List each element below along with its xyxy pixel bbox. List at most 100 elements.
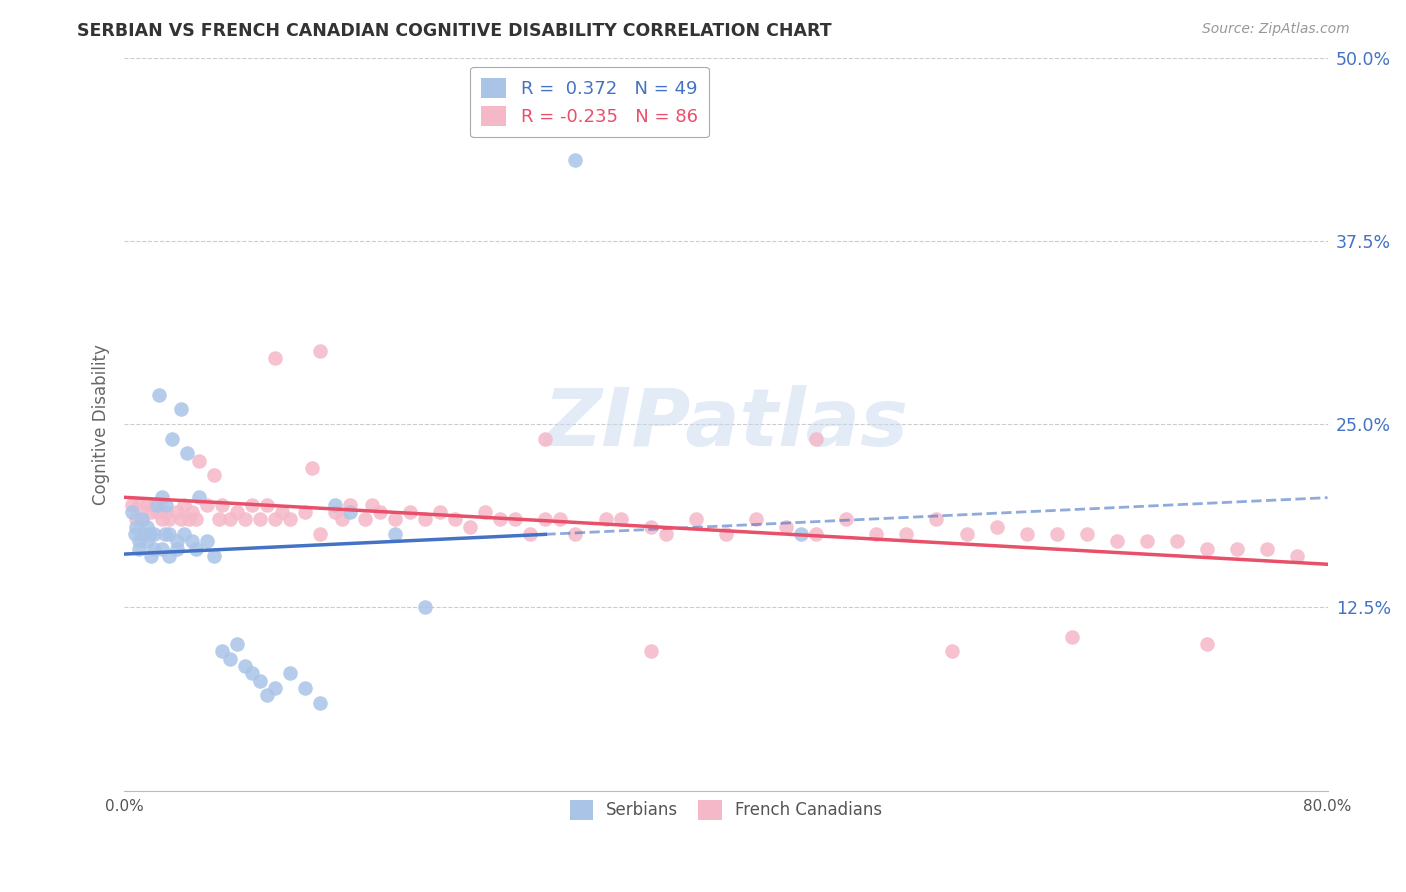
Point <box>308 696 330 710</box>
Point <box>135 498 157 512</box>
Point <box>150 512 173 526</box>
Point <box>339 498 361 512</box>
Point <box>804 432 827 446</box>
Point <box>135 520 157 534</box>
Point <box>166 505 188 519</box>
Point <box>323 498 346 512</box>
Point <box>503 512 526 526</box>
Point <box>124 527 146 541</box>
Point <box>301 461 323 475</box>
Point <box>195 498 218 512</box>
Point <box>1226 541 1249 556</box>
Text: SERBIAN VS FRENCH CANADIAN COGNITIVE DISABILITY CORRELATION CHART: SERBIAN VS FRENCH CANADIAN COGNITIVE DIS… <box>77 22 832 40</box>
Point <box>595 512 617 526</box>
Point <box>1060 630 1083 644</box>
Point <box>121 505 143 519</box>
Point <box>150 491 173 505</box>
Point <box>550 512 572 526</box>
Point <box>790 527 813 541</box>
Point <box>125 520 148 534</box>
Point <box>176 446 198 460</box>
Point <box>384 512 406 526</box>
Point <box>208 512 231 526</box>
Point <box>153 527 176 541</box>
Point <box>141 549 163 563</box>
Point <box>263 681 285 695</box>
Point <box>1105 534 1128 549</box>
Point <box>368 505 391 519</box>
Point <box>896 527 918 541</box>
Point <box>925 512 948 526</box>
Point <box>474 505 496 519</box>
Point <box>384 527 406 541</box>
Point <box>278 666 301 681</box>
Point <box>139 527 162 541</box>
Point <box>1136 534 1159 549</box>
Point <box>1197 637 1219 651</box>
Point <box>148 388 170 402</box>
Point <box>458 520 481 534</box>
Point <box>143 498 166 512</box>
Point <box>146 498 169 512</box>
Point <box>519 527 541 541</box>
Point <box>354 512 377 526</box>
Point <box>361 498 384 512</box>
Point <box>131 512 153 526</box>
Point <box>256 498 278 512</box>
Point <box>180 534 202 549</box>
Point <box>534 432 557 446</box>
Point <box>157 512 180 526</box>
Point <box>162 432 184 446</box>
Point <box>640 644 662 658</box>
Point <box>263 351 285 366</box>
Point <box>271 505 294 519</box>
Point <box>211 644 233 658</box>
Point <box>180 505 202 519</box>
Point <box>143 527 166 541</box>
Legend: Serbians, French Canadians: Serbians, French Canadians <box>562 794 889 826</box>
Point <box>685 512 707 526</box>
Point <box>804 527 827 541</box>
Point <box>308 343 330 358</box>
Point <box>218 512 240 526</box>
Point <box>173 498 195 512</box>
Point <box>330 512 353 526</box>
Point <box>146 505 169 519</box>
Point <box>128 534 150 549</box>
Point <box>173 527 195 541</box>
Point <box>399 505 422 519</box>
Point <box>941 644 963 658</box>
Point <box>240 666 263 681</box>
Point <box>775 520 797 534</box>
Point <box>339 505 361 519</box>
Point <box>226 505 249 519</box>
Point <box>195 534 218 549</box>
Point <box>143 541 166 556</box>
Point <box>640 520 662 534</box>
Point <box>157 527 180 541</box>
Point <box>294 681 316 695</box>
Point <box>413 600 436 615</box>
Point <box>150 541 173 556</box>
Point <box>256 689 278 703</box>
Point <box>534 512 557 526</box>
Point <box>564 153 586 168</box>
Point <box>211 498 233 512</box>
Point <box>121 498 143 512</box>
Point <box>177 512 200 526</box>
Point <box>188 491 211 505</box>
Point <box>166 541 188 556</box>
Point <box>186 512 208 526</box>
Point <box>955 527 977 541</box>
Text: ZIPatlas: ZIPatlas <box>543 385 908 463</box>
Point <box>226 637 249 651</box>
Point <box>1166 534 1188 549</box>
Point <box>986 520 1008 534</box>
Point <box>1256 541 1278 556</box>
Text: Source: ZipAtlas.com: Source: ZipAtlas.com <box>1202 22 1350 37</box>
Point <box>141 505 163 519</box>
Point <box>429 505 451 519</box>
Point <box>240 498 263 512</box>
Point <box>186 541 208 556</box>
Point <box>170 512 193 526</box>
